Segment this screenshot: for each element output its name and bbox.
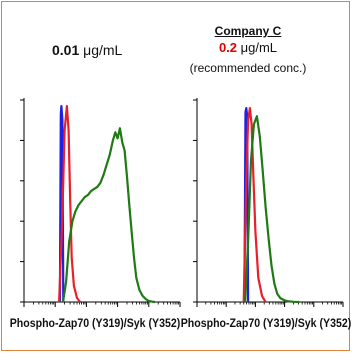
panel-2-company: Company C — [214, 24, 282, 38]
blue-histogram-series — [243, 106, 250, 303]
panel-2-note: (recommended conc.) — [189, 61, 307, 75]
panel-1-concentration-value: 0.01 — [52, 42, 80, 58]
panel-2-concentration: 0.2 μg/mL — [219, 40, 277, 55]
red-histogram-series — [58, 104, 82, 303]
panel-1-concentration-unit: μg/mL — [79, 42, 123, 58]
histogram-panel-1 — [20, 98, 181, 307]
panel-1-concentration: 0.01 μg/mL — [52, 42, 122, 58]
panel-2-concentration-unit: μg/mL — [237, 40, 278, 55]
panel-2-x-axis-label: Phospho-Zap70 (Y319)/Syk (Y352) — [180, 318, 352, 330]
panel-1-x-axis-label: Phospho-Zap70 (Y319)/Syk (Y352) — [9, 318, 181, 330]
green-histogram-series — [61, 127, 156, 304]
green-histogram-series — [244, 115, 300, 304]
histogram-panel-2 — [193, 98, 344, 307]
panel-2-concentration-value: 0.2 — [218, 40, 238, 55]
